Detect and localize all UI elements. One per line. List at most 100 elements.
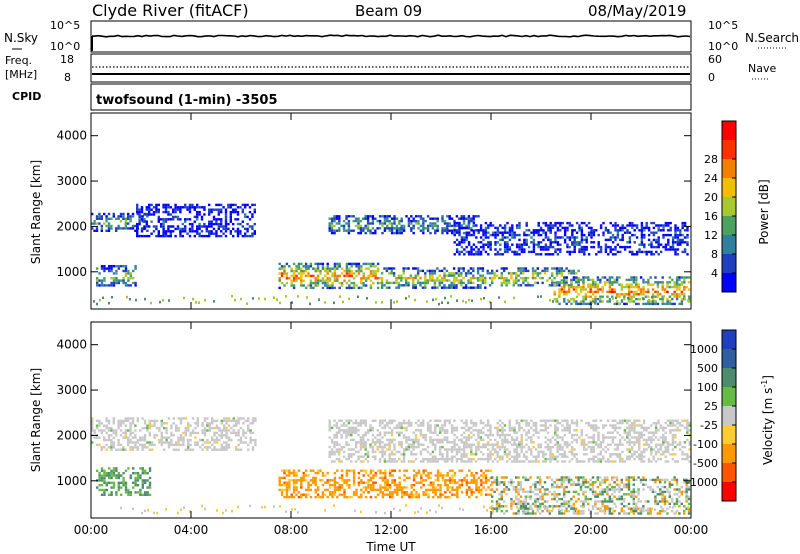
power-data-layer bbox=[91, 203, 691, 306]
colorbar-segment bbox=[722, 368, 736, 388]
colorbar-tick-label: -1000 bbox=[686, 476, 718, 489]
power-band-1 bbox=[96, 265, 137, 287]
colorbar-segment bbox=[722, 197, 736, 217]
colorbar-segment bbox=[722, 140, 736, 160]
colorbar-tick-label: 24 bbox=[704, 172, 718, 185]
velocity-panel: 1000 2000 3000 4000 00:00 04:00 08:00 12:00 16:… bbox=[29, 321, 775, 554]
nsky-label: N.Sky bbox=[4, 31, 38, 45]
velocity-band-0 bbox=[91, 417, 257, 451]
power-band-6 bbox=[491, 267, 580, 287]
power-band-3 bbox=[278, 262, 380, 290]
power-colorbar-label: Power [dB] bbox=[757, 179, 771, 244]
power-ylabel: Slant Range [km] bbox=[29, 160, 43, 264]
colorbar-segment bbox=[722, 406, 736, 426]
colorbar-segment bbox=[722, 254, 736, 274]
y-tick-label: 2000 bbox=[56, 219, 87, 233]
colorbar-segment bbox=[722, 463, 736, 483]
nave-tick-top: 60 bbox=[708, 53, 722, 66]
velocity-band-4 bbox=[491, 476, 691, 515]
freq-tick-top: 18 bbox=[60, 53, 74, 66]
colorbar-tick-label: 500 bbox=[697, 362, 718, 375]
y-tick-label: 1000 bbox=[56, 265, 87, 279]
colorbar-segment bbox=[722, 482, 736, 502]
colorbar-segment bbox=[722, 235, 736, 255]
velocity-data-layer bbox=[91, 417, 691, 515]
power-band-5 bbox=[378, 267, 492, 289]
x-tick-label: 20:00 bbox=[574, 523, 609, 537]
cpid-label: CPID bbox=[12, 90, 41, 103]
colorbar-tick-label: 28 bbox=[704, 153, 718, 166]
colorbar-tick-label: 25 bbox=[704, 400, 718, 413]
colorbar-segment bbox=[722, 425, 736, 445]
colorbar-tick-label: 1000 bbox=[690, 343, 718, 356]
velocity-ylabel: Slant Range [km] bbox=[29, 368, 43, 472]
colorbar-tick-label: 8 bbox=[711, 248, 718, 261]
nsearch-tick-top: 10^5 bbox=[708, 19, 738, 32]
velocity-band-1 bbox=[96, 467, 152, 496]
velocity-band-3 bbox=[328, 419, 691, 463]
cpid-text: twofsound (1-min) -3505 bbox=[96, 93, 278, 108]
colorbar-tick-label: 20 bbox=[704, 191, 718, 204]
power-band-4 bbox=[328, 215, 480, 235]
station-title: Clyde River (fitACF) bbox=[92, 1, 249, 20]
nsky-trace bbox=[91, 34, 691, 38]
y-tick-label: 2000 bbox=[56, 428, 87, 442]
power-x-axis bbox=[90, 113, 692, 309]
velocity-y-axis: 1000 2000 3000 4000 bbox=[56, 338, 691, 488]
colorbar-segment bbox=[722, 387, 736, 407]
colorbar-segment bbox=[722, 216, 736, 236]
colorbar-tick-label: -100 bbox=[693, 438, 718, 451]
colorbar-segment bbox=[722, 121, 736, 141]
y-tick-label: 4000 bbox=[56, 338, 87, 352]
power-y-axis: 1000 2000 3000 4000 bbox=[56, 129, 691, 279]
date-title: 08/May/2019 bbox=[588, 2, 686, 20]
freq-panel: Freq. [MHz] 18 8 60 0 Nave bbox=[5, 53, 776, 84]
y-tick-label: 4000 bbox=[56, 129, 87, 143]
velocity-colorbar-label: Velocity [m s-1] bbox=[760, 375, 775, 465]
x-tick-label: 00:00 bbox=[74, 523, 109, 537]
y-tick-label: 1000 bbox=[56, 474, 87, 488]
nave-label: Nave bbox=[748, 62, 776, 75]
power-band-2 bbox=[136, 203, 256, 238]
velocity-x-axis: 00:00 04:00 08:00 12:00 16:00 20:00 00:00 bbox=[74, 322, 709, 537]
nsky-panel: N.Sky 10^5 10^0 10^5 10^0 N.Search bbox=[4, 19, 799, 53]
velocity-band-2 bbox=[278, 469, 493, 499]
x-tick-label: 04:00 bbox=[174, 523, 209, 537]
beam-title: Beam 09 bbox=[355, 2, 422, 20]
nsearch-tick-bottom: 10^0 bbox=[708, 40, 738, 53]
velocity-colorbar: 1000 500 100 25 -25 -100 -500 -1000 bbox=[686, 329, 737, 502]
colorbar-tick-label: 16 bbox=[704, 210, 718, 223]
colorbar-segment bbox=[722, 444, 736, 464]
colorbar-tick-label: 4 bbox=[711, 267, 718, 280]
colorbar-segment bbox=[722, 159, 736, 179]
colorbar-segment bbox=[722, 349, 736, 369]
x-tick-label: 08:00 bbox=[274, 523, 309, 537]
x-tick-label: 16:00 bbox=[474, 523, 509, 537]
power-band-8 bbox=[453, 221, 689, 256]
colorbar-segment bbox=[722, 178, 736, 198]
nave-tick-bottom: 0 bbox=[708, 71, 715, 84]
power-near-range-noise bbox=[93, 295, 689, 306]
colorbar-segment bbox=[722, 330, 736, 350]
power-panel: 1000 2000 3000 4000 Slant Range [km] 4 8 12 16… bbox=[29, 112, 771, 310]
nsearch-label: N.Search bbox=[745, 31, 799, 45]
nsky-tick-bottom: 10^0 bbox=[50, 40, 80, 53]
freq-label: Freq. bbox=[5, 54, 32, 67]
colorbar-tick-label: -25 bbox=[700, 419, 718, 432]
x-tick-label: 12:00 bbox=[374, 523, 409, 537]
velocity-near-range-noise bbox=[120, 504, 689, 515]
y-tick-label: 3000 bbox=[56, 383, 87, 397]
freq-unit-label: [MHz] bbox=[5, 68, 37, 81]
colorbar-tick-label: 100 bbox=[697, 381, 718, 394]
y-tick-label: 3000 bbox=[56, 174, 87, 188]
x-axis-title: Time UT bbox=[365, 540, 416, 554]
colorbar-tick-label: -500 bbox=[693, 457, 718, 470]
freq-tick-bottom: 8 bbox=[64, 71, 71, 84]
colorbar-tick-label: 12 bbox=[704, 229, 718, 242]
power-colorbar: 4 8 12 16 20 24 28 bbox=[704, 120, 737, 293]
x-tick-label: 00:00 bbox=[674, 523, 709, 537]
nsky-tick-top: 10^5 bbox=[50, 19, 80, 32]
colorbar-segment bbox=[722, 273, 736, 293]
cpid-panel: CPID twofsound (1-min) -3505 bbox=[12, 83, 692, 111]
